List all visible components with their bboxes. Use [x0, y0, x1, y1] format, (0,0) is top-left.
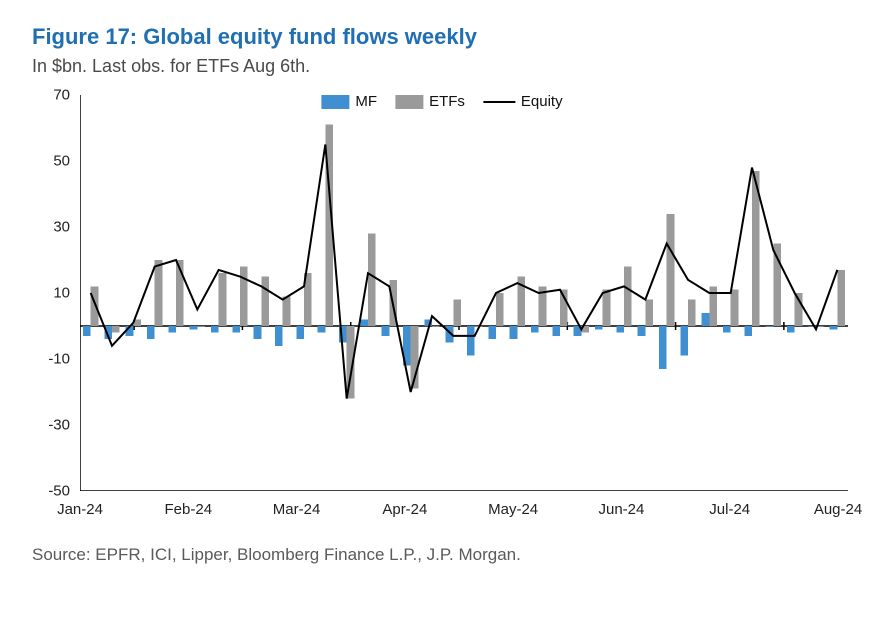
- plot-area: [80, 95, 848, 491]
- bar-mf: [830, 326, 838, 329]
- x-tick-label: May-24: [488, 501, 538, 518]
- legend-item-equity: Equity: [483, 93, 563, 110]
- bar-mf: [147, 326, 155, 339]
- bar-etfs: [283, 296, 291, 326]
- figure-subtitle: In $bn. Last obs. for ETFs Aug 6th.: [32, 56, 864, 77]
- bar-etfs: [453, 300, 461, 326]
- y-tick-label: 10: [53, 285, 70, 302]
- legend-label-equity: Equity: [521, 93, 563, 110]
- bar-mf: [531, 326, 539, 333]
- bar-mf: [680, 326, 688, 356]
- bar-mf: [296, 326, 304, 339]
- bar-etfs: [731, 290, 739, 326]
- bar-mf: [510, 326, 518, 339]
- legend-swatch-etfs: [395, 95, 423, 109]
- x-tick-label: Apr-24: [382, 501, 427, 518]
- bar-etfs: [240, 267, 248, 326]
- bar-etfs: [197, 326, 205, 327]
- legend-swatch-equity: [483, 101, 515, 103]
- bar-mf: [360, 319, 368, 326]
- bar-etfs: [496, 293, 504, 326]
- bar-mf: [552, 326, 560, 336]
- bar-mf: [723, 326, 731, 333]
- chart-legend: MF ETFs Equity: [321, 93, 562, 110]
- bar-etfs: [91, 286, 99, 326]
- y-tick-label: -10: [48, 351, 70, 368]
- x-tick-label: Jun-24: [599, 501, 645, 518]
- legend-swatch-mf: [321, 95, 349, 109]
- bar-mf: [232, 326, 240, 333]
- bar-mf: [659, 326, 667, 369]
- bar-etfs: [603, 290, 611, 326]
- bar-mf: [702, 313, 710, 326]
- bar-mf: [275, 326, 283, 346]
- bar-etfs: [667, 214, 675, 326]
- bar-mf: [787, 326, 795, 333]
- bar-mf: [190, 326, 198, 329]
- x-tick-label: Aug-24: [814, 501, 862, 518]
- bar-etfs: [261, 277, 269, 327]
- chart: MF ETFs Equity -50 -30 -10 10 30 50 70 Jan-24 F…: [32, 87, 852, 527]
- bar-mf: [83, 326, 91, 336]
- bar-mf: [254, 326, 262, 339]
- legend-label-mf: MF: [355, 93, 377, 110]
- plot-svg: [80, 95, 848, 491]
- bar-mf: [616, 326, 624, 333]
- bar-etfs: [368, 234, 376, 326]
- bar-etfs: [219, 273, 227, 326]
- bar-mf: [467, 326, 475, 356]
- bar-mf: [638, 326, 646, 336]
- bar-etfs: [688, 300, 696, 326]
- figure-title: Figure 17: Global equity fund flows week…: [32, 24, 864, 50]
- bar-mf: [168, 326, 176, 333]
- y-axis-labels: -50 -30 -10 10 30 50 70: [32, 87, 76, 527]
- bar-etfs: [837, 270, 845, 326]
- legend-item-mf: MF: [321, 93, 377, 110]
- bar-etfs: [432, 326, 440, 327]
- bar-mf: [318, 326, 326, 333]
- x-axis-labels: Jan-24Feb-24Mar-24Apr-24May-24Jun-24Jul-…: [80, 497, 848, 527]
- bar-mf: [211, 326, 219, 333]
- x-tick-label: Feb-24: [165, 501, 213, 518]
- x-tick-label: Mar-24: [273, 501, 321, 518]
- y-tick-label: -50: [48, 483, 70, 500]
- y-tick-label: 30: [53, 219, 70, 236]
- x-tick-label: Jan-24: [57, 501, 103, 518]
- figure-source: Source: EPFR, ICI, Lipper, Bloomberg Fin…: [32, 545, 864, 565]
- x-tick-label: Jul-24: [709, 501, 750, 518]
- line-equity: [91, 145, 838, 399]
- bar-etfs: [155, 260, 163, 326]
- bar-mf: [488, 326, 496, 339]
- bar-mf: [382, 326, 390, 336]
- bar-mf: [744, 326, 752, 336]
- y-tick-label: 70: [53, 87, 70, 104]
- bar-mf: [766, 326, 774, 327]
- y-tick-label: 50: [53, 153, 70, 170]
- bar-mf: [595, 326, 603, 329]
- legend-item-etfs: ETFs: [395, 93, 465, 110]
- bar-etfs: [624, 267, 632, 326]
- y-tick-label: -30: [48, 417, 70, 434]
- bar-etfs: [112, 326, 120, 333]
- bar-etfs: [645, 300, 653, 326]
- legend-label-etfs: ETFs: [429, 93, 465, 110]
